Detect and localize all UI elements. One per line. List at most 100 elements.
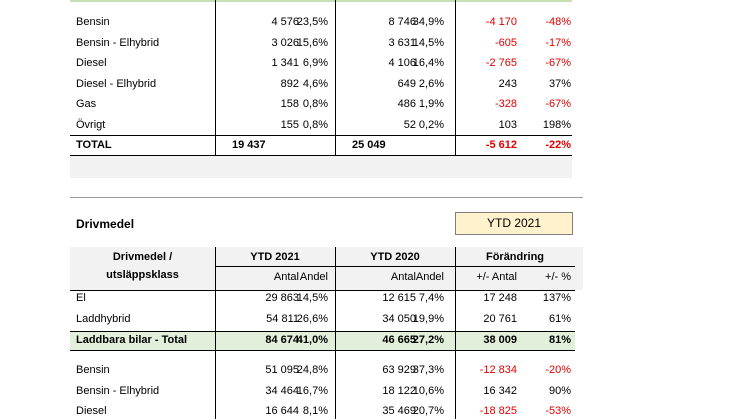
subtotal-shade xyxy=(70,331,575,350)
col-line xyxy=(455,0,456,155)
subtotal-bottom xyxy=(70,350,575,351)
cell: 54 811 xyxy=(266,312,299,325)
cell: 0,8% xyxy=(302,118,328,131)
cell: 52 xyxy=(403,118,416,131)
group-header: YTD 2020 xyxy=(370,251,420,263)
cell: 16 644 xyxy=(265,405,299,417)
cell: 41,0% xyxy=(296,334,328,346)
cell: 14,5% xyxy=(296,292,328,304)
cell: -18 825 xyxy=(479,405,517,417)
cell: 63 929 xyxy=(382,364,416,376)
cell: 35 469 xyxy=(382,405,416,417)
cell: 34 050 xyxy=(382,312,416,325)
col-line xyxy=(215,247,216,419)
cell: 16,7% xyxy=(296,384,328,397)
row-label: Diesel - Elhybrid xyxy=(76,77,157,90)
cell: 16 342 xyxy=(483,384,517,397)
header-label: utsläppsklass xyxy=(106,269,179,281)
cell: 0,8% xyxy=(302,98,328,110)
subtotal-top xyxy=(70,331,575,332)
cell: -22% xyxy=(545,139,571,151)
header-label: Drivmedel / xyxy=(112,251,173,263)
row-label: Bensin xyxy=(76,16,110,28)
cell: 12 615 xyxy=(382,292,416,304)
header-bottom xyxy=(70,290,575,291)
total-bottom xyxy=(70,155,572,156)
footer-shade xyxy=(70,155,572,178)
cell: 51 095 xyxy=(265,364,299,376)
cell: 4 576 xyxy=(271,16,299,28)
cell: 16,4% xyxy=(412,57,444,69)
cell: -5 612 xyxy=(485,139,517,151)
cell: -67% xyxy=(545,98,571,110)
section-rule xyxy=(70,197,583,198)
cell: 1 341 xyxy=(271,57,299,69)
sub-header: Andel xyxy=(415,271,444,283)
cell: 3 631 xyxy=(388,36,416,49)
row-label: TOTAL xyxy=(76,139,112,151)
cell: 18 122 xyxy=(382,384,416,397)
sub-header: +/- % xyxy=(545,271,571,283)
cell: 90% xyxy=(548,384,571,397)
sub-header: Antal xyxy=(273,271,299,283)
cell: 46 665 xyxy=(382,334,416,346)
sub-header: Antal xyxy=(390,271,416,283)
cell: 26,6% xyxy=(296,312,328,325)
cell: 3 026 xyxy=(271,36,299,49)
col-line xyxy=(215,0,216,155)
period-badge: YTD 2021 xyxy=(455,212,573,235)
row-label: El xyxy=(76,292,86,304)
cell: -48% xyxy=(545,16,571,28)
cell: 4 106 xyxy=(388,57,416,69)
cell: 17 248 xyxy=(483,292,517,304)
row-label: Övrigt xyxy=(76,118,106,131)
top-rule xyxy=(70,0,572,2)
sub-header: Andel xyxy=(299,271,328,283)
header-shade xyxy=(70,247,583,290)
sub-header: +/- Antal xyxy=(476,271,517,283)
cell: -17% xyxy=(545,36,571,49)
row-label: Laddhybrid xyxy=(76,312,131,325)
cell: 892 xyxy=(280,77,299,90)
cell: 1,9% xyxy=(418,98,444,110)
group-header: YTD 2021 xyxy=(250,251,300,263)
group-header: Förändring xyxy=(485,251,545,263)
cell: 7,4% xyxy=(418,292,444,304)
cell: 2,6% xyxy=(418,77,444,90)
row-label: Bensin - Elhybrid xyxy=(76,384,160,397)
cell: 34,9% xyxy=(412,16,444,28)
cell: 14,5% xyxy=(412,36,444,49)
cell: 6,9% xyxy=(302,57,328,69)
cell: 27,2% xyxy=(412,334,444,346)
col-line xyxy=(335,247,336,419)
cell: 649 xyxy=(397,77,416,90)
cell: 37,3% xyxy=(412,364,444,376)
cell: 19 437 xyxy=(232,139,266,151)
cell: 243 xyxy=(498,77,517,90)
cell: -605 xyxy=(494,36,517,49)
total-top xyxy=(70,135,572,136)
row-label: Diesel xyxy=(76,57,107,69)
cell: 103 xyxy=(498,118,517,131)
cell: -4 170 xyxy=(485,16,517,28)
cell: 37% xyxy=(548,77,571,90)
cell: 198% xyxy=(542,118,571,131)
cell: -67% xyxy=(545,57,571,69)
cell: 20,7% xyxy=(412,405,444,417)
cell: 8 746 xyxy=(388,16,416,28)
row-label: Bensin xyxy=(76,364,110,376)
cell: 8,1% xyxy=(302,405,328,417)
cell: 20 761 xyxy=(483,312,517,325)
cell: 29 863 xyxy=(265,292,299,304)
row-label: Gas xyxy=(76,98,97,110)
cell: 10,6% xyxy=(412,384,444,397)
cell: 15,6% xyxy=(296,36,328,49)
cell: 81% xyxy=(548,334,571,346)
group-underline xyxy=(215,266,575,267)
cell: 4,6% xyxy=(302,77,328,90)
cell: 486 xyxy=(397,98,416,110)
cell: 23,5% xyxy=(296,16,328,28)
cell: 0,2% xyxy=(418,118,444,131)
cell: 24,8% xyxy=(296,364,328,376)
